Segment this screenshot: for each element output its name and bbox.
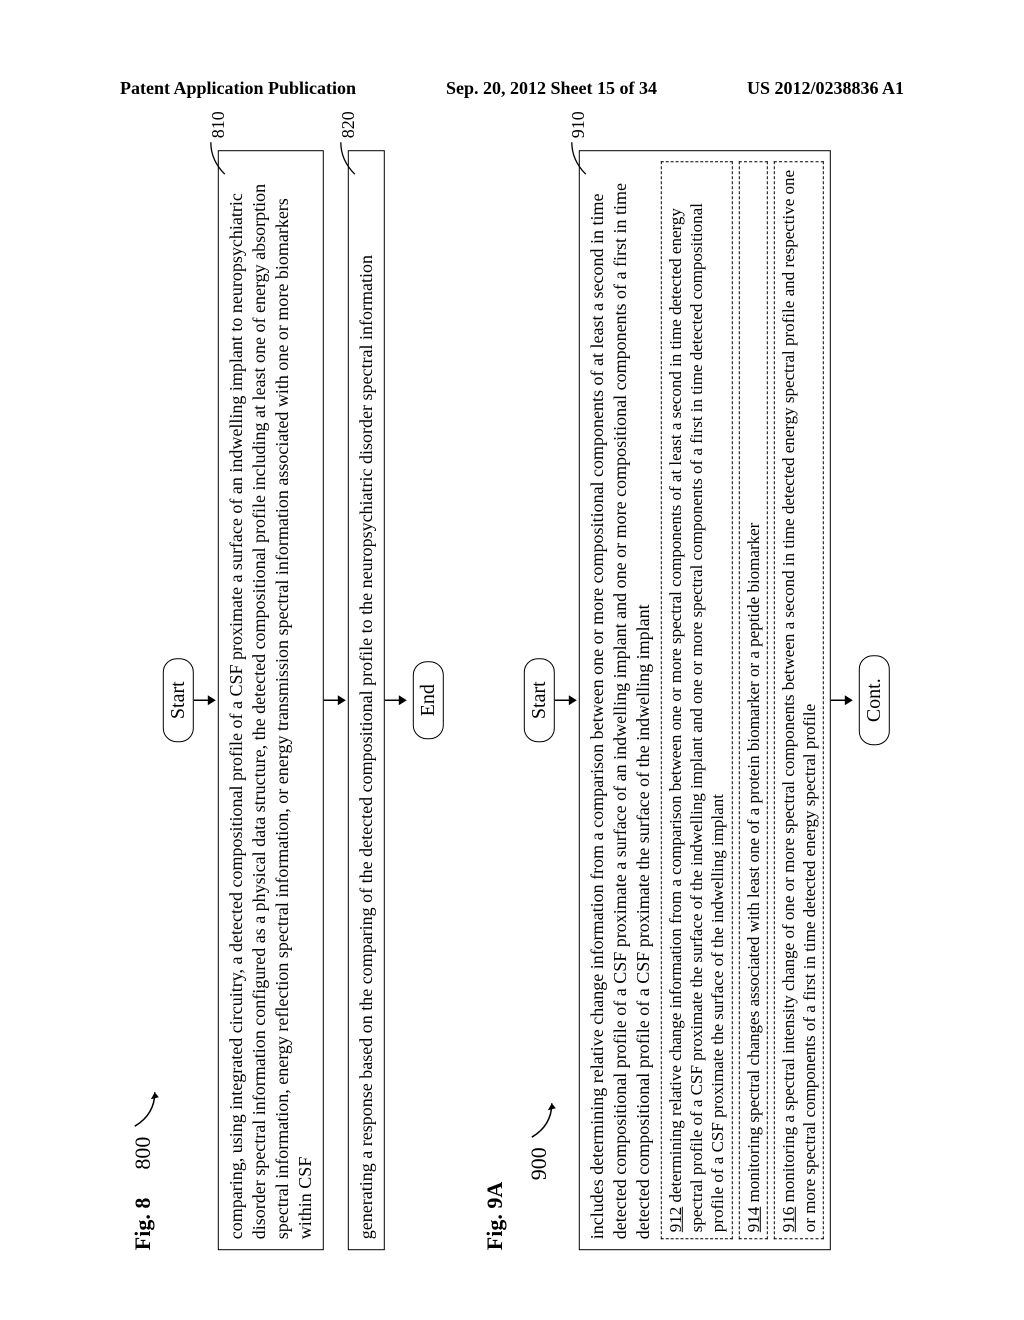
step-916-text: monitoring a spectral intensity change o… [779,170,819,1232]
step-820-text: generating a response based on the compa… [356,255,376,1239]
fig-9a-label: Fig. 9A [482,1182,508,1250]
step-916-box: 916 monitoring a spectral intensity chan… [774,161,825,1239]
fig-8-label: Fig. 8 [130,1198,156,1251]
step-810-number: 810 [206,111,229,138]
arrow-down-icon [831,150,855,1250]
arrow-down-icon [194,150,218,1250]
step-910-label: 910 [566,111,590,176]
step-820-box: 820 generating a response based on the c… [348,150,385,1250]
header-left: Patent Application Publication [120,78,356,99]
end-terminal-row: End [413,150,444,1250]
step-914-number: 914 [743,1207,762,1233]
fig-9a-number: 900 [526,1147,552,1180]
fig-9a: Fig. 9A 900 Start 910 includes determini… [482,150,890,1250]
step-810-text: comparing, using integrated circuitry, a… [226,184,315,1239]
step-810-label: 810 [205,111,229,176]
fig-9a-header: Fig. 9A [482,150,508,1250]
fig-8-header: Fig. 8 800 [130,150,159,1250]
arrow-down-icon [324,150,348,1250]
fig-8: Fig. 8 800 Start 810 comparing, using in… [130,150,444,1250]
step-914-text: monitoring spectral changes associated w… [743,523,762,1207]
page-header: Patent Application Publication Sep. 20, … [0,78,1024,99]
fig-8-arrow-icon [133,1089,159,1129]
step-810-box: 810 comparing, using integrated circuitr… [218,150,324,1250]
step-820-label: 820 [335,111,359,176]
step-916-number: 916 [779,1207,798,1233]
step-910-number: 910 [567,111,590,138]
step-912-text: determining relative change information … [666,203,728,1232]
step-912-box: 912 determining relative change informat… [661,161,733,1239]
cont-terminal-row: Cont. [859,150,890,1250]
header-right: US 2012/0238836 A1 [747,78,904,99]
arrow-down-icon [555,150,579,1250]
start-terminal-9a: Start [524,658,555,742]
header-center: Sep. 20, 2012 Sheet 15 of 34 [446,78,657,99]
arrow-down-icon [385,150,409,1250]
end-terminal: End [413,661,444,739]
start-terminal-row-9a: Start [524,150,555,1250]
cont-terminal: Cont. [859,655,890,745]
fig-8-number: 800 [130,1137,156,1170]
step-910-box: 910 includes determining relative change… [579,150,832,1250]
step-910-text: includes determining relative change inf… [587,183,653,1239]
step-912-number: 912 [666,1207,685,1233]
start-terminal-row: Start [163,150,194,1250]
rotated-figures-container: Fig. 8 800 Start 810 comparing, using in… [130,150,890,1250]
start-terminal: Start [163,658,194,742]
fig-9a-arrow-icon [530,1099,556,1139]
step-820-number: 820 [337,111,360,138]
step-914-box: 914 monitoring spectral changes associat… [738,161,767,1239]
